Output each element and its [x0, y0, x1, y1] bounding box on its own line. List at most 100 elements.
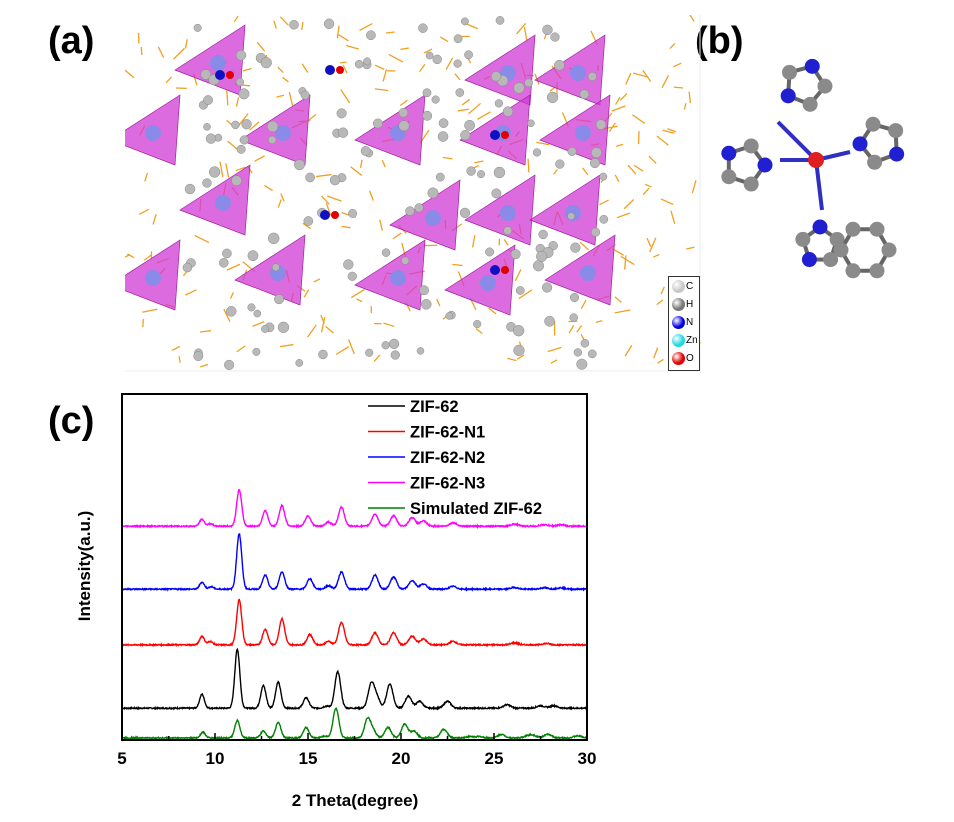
- carbon-atom: [867, 154, 883, 170]
- carbon-atom: [544, 315, 555, 327]
- carbon-atom: [515, 286, 525, 295]
- xrd-chart: 5 10 15 20 25 30 ZIF-62ZIF-62-N1ZIF-62-N2ZIF-…: [75, 393, 596, 810]
- bond: [657, 358, 664, 364]
- bond: [688, 91, 692, 104]
- bond: [595, 319, 603, 323]
- bond: [165, 76, 173, 84]
- zn-tetrahedron: [464, 174, 536, 246]
- carbon-atom: [336, 108, 347, 119]
- carbon-atom: [570, 242, 581, 253]
- carbon-atom: [268, 232, 280, 245]
- carbon-atom: [548, 241, 558, 251]
- legend-label: ZIF-62-N3: [410, 475, 485, 493]
- bond: [140, 47, 143, 56]
- bond: [547, 346, 562, 353]
- carbon-atom: [473, 319, 482, 329]
- carbon-atom: [595, 119, 607, 130]
- bond: [457, 108, 469, 112]
- carbon-atom: [554, 59, 565, 71]
- carbon-atom: [881, 242, 897, 258]
- carbon-atom: [381, 341, 390, 350]
- bond: [550, 359, 558, 364]
- nitrogen-atom: [490, 265, 500, 275]
- carbon-atom: [294, 159, 305, 171]
- bond: [178, 356, 181, 363]
- carbon-atom: [491, 188, 502, 199]
- bond: [282, 76, 289, 83]
- carbon-atom: [425, 51, 434, 60]
- bond: [611, 105, 626, 112]
- atom-ball-icon: [672, 334, 685, 347]
- carbon-atom: [200, 69, 212, 80]
- zn-atom: [580, 265, 596, 281]
- carbon-atom: [495, 16, 505, 25]
- bond: [127, 253, 135, 259]
- carbon-atom: [253, 309, 262, 318]
- bond: [673, 86, 684, 89]
- carbon-atom: [453, 34, 463, 44]
- carbon-atom: [184, 183, 196, 195]
- carbon-atom: [271, 263, 280, 272]
- bond: [624, 255, 627, 270]
- carbon-atom: [782, 64, 798, 80]
- bond: [436, 298, 441, 307]
- atom-symbol: O: [686, 353, 694, 364]
- bond: [171, 345, 181, 351]
- x-tick-label: 20: [392, 749, 411, 768]
- carbon-atom: [401, 256, 410, 265]
- series-line-zif-62: [121, 647, 587, 711]
- nitrogen-atom: [852, 136, 868, 152]
- series-line-simulated-zif-62: [121, 707, 588, 741]
- carbon-atom: [460, 130, 471, 141]
- bond: [280, 193, 285, 202]
- carbon-atom: [532, 148, 542, 157]
- carbon-atom: [277, 321, 290, 333]
- carbon-atom: [205, 133, 217, 144]
- carbon-atom: [343, 259, 354, 270]
- bond: [264, 184, 273, 192]
- carbon-atom: [460, 17, 469, 26]
- carbon-atom: [502, 106, 514, 117]
- carbon-atom: [513, 82, 525, 94]
- carbon-atom: [365, 348, 374, 357]
- bond: [649, 237, 657, 253]
- carbon-atom: [193, 23, 202, 32]
- bond: [340, 89, 351, 104]
- bond: [673, 62, 682, 68]
- carbon-atom: [266, 120, 279, 133]
- carbon-atom: [567, 212, 575, 221]
- bond: [523, 26, 528, 42]
- bond: [637, 130, 640, 145]
- carbon-atom: [247, 303, 256, 312]
- carbon-atom: [203, 123, 211, 131]
- x-tick-label: 10: [206, 749, 225, 768]
- carbon-atom: [422, 110, 433, 121]
- bond: [383, 322, 395, 328]
- bond: [315, 173, 332, 178]
- bond: [660, 198, 674, 206]
- bond: [273, 20, 277, 29]
- carbon-atom: [541, 282, 553, 293]
- nitrogen-atom: [812, 219, 828, 235]
- zn-atom: [480, 275, 496, 291]
- zn-tetrahedron: [354, 239, 426, 311]
- crystal-structure-panel-a: [125, 15, 702, 373]
- x-tick-label: 25: [485, 749, 504, 768]
- bond: [360, 159, 363, 169]
- bond: [814, 159, 824, 211]
- oxygen-atom: [501, 266, 509, 274]
- atom-ball-icon: [672, 316, 685, 329]
- carbon-atom: [453, 59, 462, 68]
- bond: [350, 288, 365, 299]
- carbon-atom: [490, 71, 502, 82]
- bond: [301, 63, 309, 73]
- zn-atom: [500, 205, 516, 221]
- bond: [579, 241, 590, 251]
- bond: [254, 155, 265, 162]
- bond: [379, 219, 384, 231]
- bond: [185, 289, 197, 296]
- carbon-atom: [576, 358, 588, 370]
- carbon-atom: [817, 78, 833, 94]
- bond: [576, 325, 583, 333]
